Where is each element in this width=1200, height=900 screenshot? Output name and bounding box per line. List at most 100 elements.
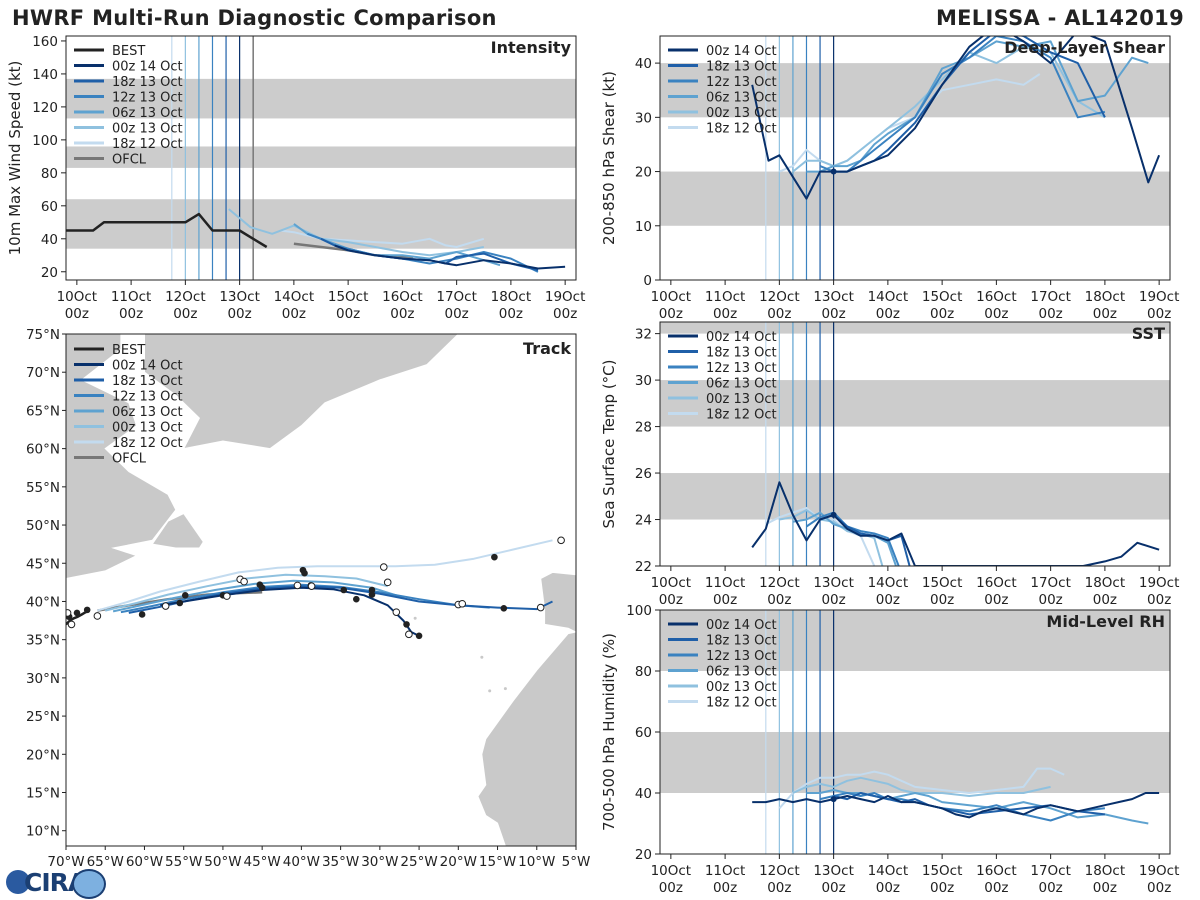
sst-xtick-label: 10Oct (651, 575, 692, 591)
rh-ylabel: 700-500 hPa Humidity (%) (600, 633, 618, 831)
track-xtick-label: 10°W (518, 854, 555, 870)
track-xtick-label: 15°W (479, 854, 516, 870)
intensity-legend-label-00z-14-oct: 00z 14 Oct (112, 60, 183, 75)
shear-init-dot (830, 168, 837, 175)
intensity-xtick-label: 19Oct (545, 289, 586, 305)
track-point-filled (500, 605, 508, 612)
rh-xtick-sublabel: 00z (659, 880, 683, 896)
sst-line-00z-14-oct (751, 481, 1160, 566)
sst-xtick-label: 11Oct (705, 575, 746, 591)
rh-xtick-sublabel: 00z (713, 880, 737, 896)
land-island-1 (503, 687, 507, 691)
intensity-xtick-label: 14Oct (274, 289, 315, 305)
track-ytick-label: 10°N (26, 824, 60, 840)
track-point-open (383, 578, 392, 587)
shear-xtick-sublabel: 00z (876, 306, 900, 322)
intensity-ytick-label: 60 (41, 199, 58, 215)
intensity-line-best (66, 212, 268, 249)
rh-xtick-label: 19Oct (1139, 863, 1180, 879)
storm-title: MELISSA - AL142019 (935, 6, 1184, 30)
track-legend-label-best: BEST (112, 343, 145, 358)
intensity-xtick-label: 12Oct (165, 289, 206, 305)
sst-xtick-label: 15Oct (922, 575, 963, 591)
sst-panel: 22242628303210Oct00z11Oct00z12Oct00z13Oc… (600, 321, 1180, 608)
intensity-band-0 (66, 199, 576, 249)
sst-ytick-label: 26 (635, 466, 652, 482)
globe-icon (6, 870, 30, 894)
track-legend-label-00z-13-oct: 00z 13 Oct (112, 421, 183, 436)
track-point-open (161, 602, 170, 610)
sst-xtick-sublabel: 00z (1039, 592, 1063, 608)
track-point-open (293, 581, 302, 590)
track-point-filled (491, 553, 498, 561)
intensity-legend-label-ofcl: OFCL (112, 153, 147, 168)
sst-init-dot (830, 511, 837, 518)
intensity-xtick-label: 15Oct (328, 289, 369, 305)
track-xtick-label: 50°W (204, 854, 241, 870)
intensity-xtick-sublabel: 00z (390, 306, 414, 322)
track-point-open (557, 536, 565, 545)
sst-xtick-label: 19Oct (1139, 575, 1180, 591)
shear-legend-label-00z-14-oct: 00z 14 Oct (706, 44, 777, 59)
sst-legend-label-18z-13-oct: 18z 13 Oct (706, 346, 777, 361)
track-point-filled (301, 569, 308, 577)
rh-xtick-sublabel: 00z (767, 880, 791, 896)
track-point-filled (368, 586, 376, 594)
track-point-open (458, 599, 467, 608)
track-point-open (66, 609, 72, 617)
rh-legend-label-00z-14-oct: 00z 14 Oct (706, 618, 777, 633)
track-map-group (66, 334, 576, 846)
shear-xtick-sublabel: 00z (767, 306, 791, 322)
intensity-xtick-sublabel: 00z (65, 306, 89, 322)
intensity-ytick-label: 20 (41, 265, 58, 281)
shear-xtick-label: 10Oct (651, 289, 692, 305)
land-newfoundland (151, 512, 204, 549)
rh-legend-label-18z-12-oct: 18z 12 Oct (706, 696, 777, 711)
intensity-xtick-sublabel: 00z (227, 306, 251, 322)
rh-xtick-label: 13Oct (813, 863, 854, 879)
shear-xtick-label: 11Oct (705, 289, 746, 305)
shear-frame (659, 35, 1171, 281)
track-legend-label-ofcl: OFCL (112, 452, 147, 467)
intensity-xtick-sublabel: 00z (499, 306, 523, 322)
track-xtick-label: 60°W (126, 854, 163, 870)
intensity-xtick-label: 10Oct (57, 289, 98, 305)
rh-xtick-sublabel: 00z (876, 880, 900, 896)
rh-title: Mid-Level RH (1046, 612, 1165, 631)
sst-xtick-label: 14Oct (868, 575, 909, 591)
intensity-panel: 2040608010012014016010Oct00z11Oct00z12Oc… (6, 34, 585, 322)
track-ytick-label: 35°N (26, 633, 60, 649)
track-frame (65, 333, 577, 847)
sst-ytick-label: 32 (635, 327, 652, 343)
track-point-filled (353, 595, 360, 603)
sst-ytick-label: 24 (635, 513, 652, 529)
rh-xtick-sublabel: 00z (1147, 880, 1171, 896)
sst-xtick-label: 12Oct (759, 575, 800, 591)
shear-xtick-sublabel: 00z (659, 306, 683, 322)
rh-xtick-label: 17Oct (1030, 863, 1071, 879)
rh-xtick-label: 12Oct (759, 863, 800, 879)
sst-title: SST (1132, 324, 1165, 343)
track-line-12z-13-oct (120, 583, 490, 614)
intensity-legend-label-12z-13-oct: 12z 13 Oct (112, 91, 183, 106)
track-xtick-label: 45°W (244, 854, 281, 870)
track-title: Track (523, 339, 571, 358)
rh-xtick-sublabel: 00z (821, 880, 845, 896)
rh-xtick-label: 14Oct (868, 863, 909, 879)
track-ytick-label: 45°N (26, 556, 60, 572)
track-point-open (307, 582, 316, 590)
shear-band-1 (660, 63, 1170, 118)
shear-xtick-label: 19Oct (1139, 289, 1180, 305)
intensity-legend-label-06z-13-oct: 06z 13 Oct (112, 106, 183, 121)
rh-ytick-label: 20 (635, 847, 652, 863)
sst-legend-label-12z-13-oct: 12z 13 Oct (706, 361, 777, 376)
intensity-line-00z-14-oct (334, 244, 566, 270)
track-ytick-label: 75°N (26, 327, 60, 343)
track-xtick-label: 70°W (47, 854, 84, 870)
intensity-legend-label-best: BEST (112, 44, 145, 59)
rh-xtick-sublabel: 00z (930, 880, 954, 896)
track-legend-label-12z-13-oct: 12z 13 Oct (112, 390, 183, 405)
sst-xtick-sublabel: 00z (659, 592, 683, 608)
track-line-06z-13-oct (112, 579, 404, 613)
rh-line-18z-12-oct (778, 767, 1065, 809)
